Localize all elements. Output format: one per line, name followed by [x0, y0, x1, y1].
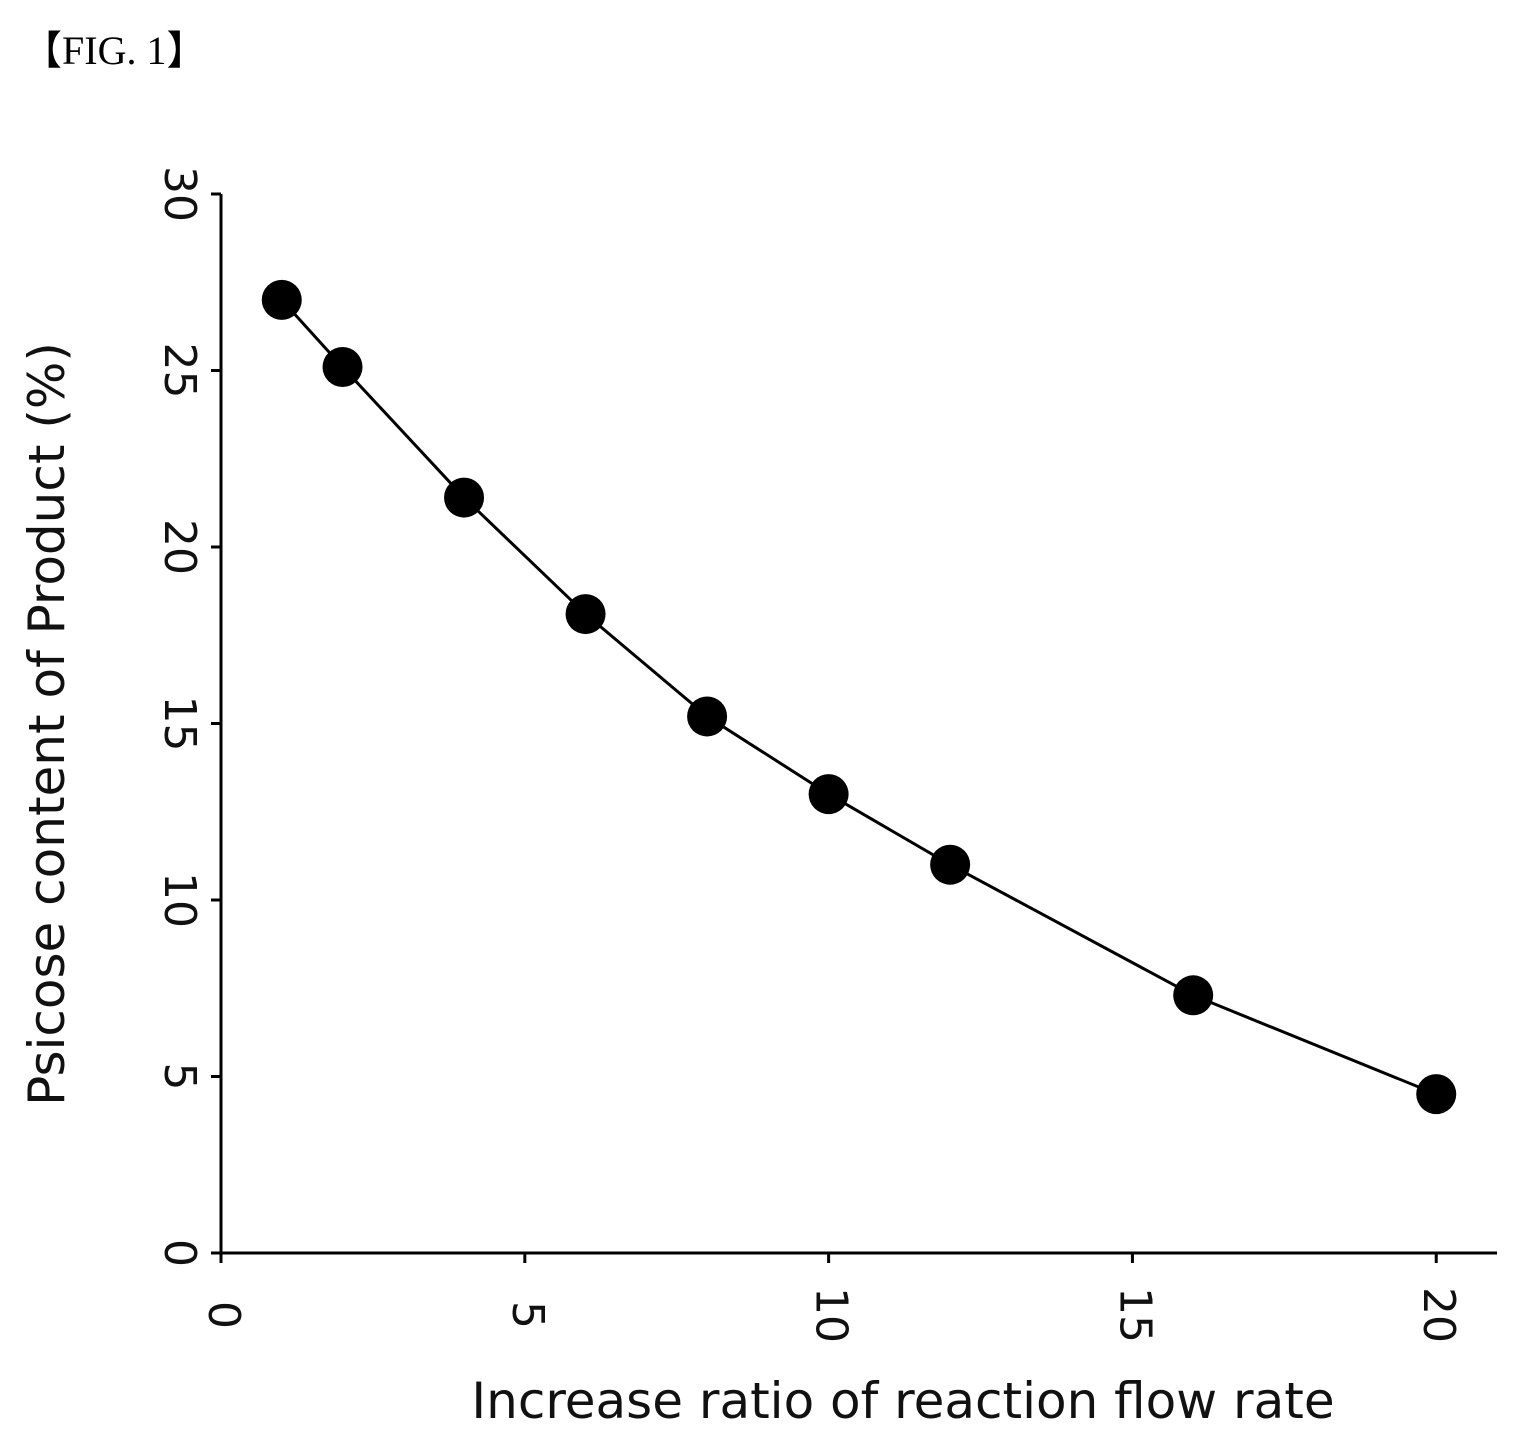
chart-axes: [219, 194, 1497, 1255]
y-tick-label: 25: [154, 343, 205, 399]
x-axis-title: Increase ratio of reaction flow rate: [471, 1372, 1334, 1430]
y-tick-label: 0: [154, 1239, 205, 1267]
y-axis-title: Psicose content of Product (%): [18, 342, 76, 1106]
y-tick-label: 30: [154, 166, 205, 222]
y-axis-ticks: 0 5 10 15 20 25 30: [154, 166, 221, 1267]
data-point: [565, 594, 606, 635]
x-axis-ticks: 0 5 10 15 20: [198, 1253, 1464, 1343]
y-tick-label: 15: [154, 696, 205, 752]
series-line-group: [280, 298, 1437, 1096]
y-tick-label: 5: [154, 1063, 205, 1091]
data-point: [1416, 1074, 1457, 1115]
x-tick-label: 10: [806, 1287, 857, 1343]
x-tick-label: 0: [198, 1301, 249, 1329]
series-line: [280, 298, 1437, 1096]
data-point: [930, 844, 971, 885]
data-point: [1173, 975, 1214, 1016]
y-tick-label: 10: [154, 872, 205, 928]
x-tick-label: 5: [502, 1301, 553, 1329]
x-tick-label: 20: [1413, 1287, 1464, 1343]
data-point: [687, 696, 728, 737]
data-point: [322, 346, 363, 387]
x-tick-label: 15: [1109, 1287, 1160, 1343]
y-tick-label: 20: [154, 519, 205, 575]
data-point: [261, 279, 302, 320]
data-points: [261, 279, 1457, 1115]
figure-label: 【FIG. 1】: [22, 28, 207, 73]
data-point: [444, 477, 485, 518]
data-point: [808, 774, 849, 815]
